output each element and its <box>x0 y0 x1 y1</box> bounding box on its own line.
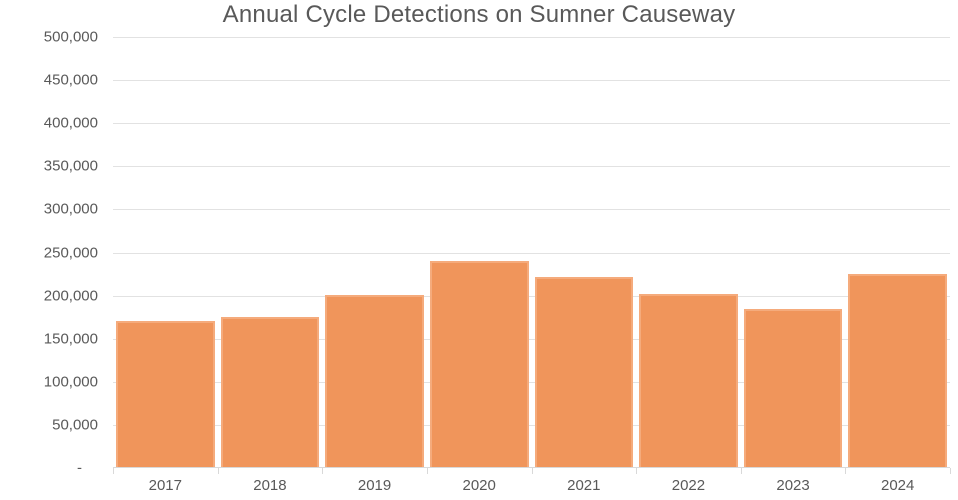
x-axis-tick-mark <box>322 468 324 474</box>
bar-slot-2021 <box>532 37 637 468</box>
gridline <box>113 338 950 340</box>
gridline <box>113 252 950 254</box>
x-axis-tick-mark <box>113 468 114 474</box>
x-axis-tick-mark <box>845 468 847 474</box>
bar-2017 <box>116 321 215 468</box>
gridline <box>113 381 950 383</box>
x-axis-tick-mark <box>950 468 951 474</box>
y-axis-tick-label: 500,000 <box>43 28 98 46</box>
y-axis-tick-label: 150,000 <box>43 330 98 348</box>
y-axis-tick-label: 300,000 <box>43 200 98 218</box>
y-axis-tick-label: - <box>77 459 82 477</box>
x-axis-tick-label: 2023 <box>776 477 810 494</box>
x-axis-tick-mark <box>636 468 638 474</box>
bar-2018 <box>220 317 320 468</box>
x-axis-tick-label: 2017 <box>148 477 182 494</box>
bar-slot-2020 <box>427 37 532 468</box>
bar-2023 <box>743 309 843 468</box>
gridline <box>113 295 950 297</box>
bar-slot-2017 <box>113 37 218 468</box>
y-axis-tick-label: 450,000 <box>43 71 98 89</box>
x-axis-tick-label: 2022 <box>671 477 706 494</box>
bar-slot-2024 <box>845 37 950 468</box>
x-axis-tick-mark <box>217 468 219 474</box>
y-axis-tick-label: 250,000 <box>43 244 98 261</box>
gridline <box>113 123 950 125</box>
y-axis: 500,000 450,000 400,000 350,000 300,000 250,0… <box>0 29 98 477</box>
bar-slot-2018 <box>218 37 323 468</box>
gridline <box>113 37 950 38</box>
bar-2022 <box>639 293 738 468</box>
bar-2024 <box>848 274 947 468</box>
x-axis-tick-label: 2019 <box>357 477 392 494</box>
y-axis-tick-label: 400,000 <box>43 114 98 132</box>
bar-slot-2019 <box>322 37 427 468</box>
x-axis-tick-mark <box>531 468 533 474</box>
bar-2019 <box>325 294 424 468</box>
bar-2020 <box>429 261 529 468</box>
gridline <box>113 209 950 211</box>
x-axis-tick-label: 2020 <box>462 477 496 494</box>
gridline <box>113 80 950 82</box>
bar-2021 <box>534 276 634 468</box>
x-axis-tick-label: 2018 <box>253 477 287 494</box>
y-axis-tick-label: 200,000 <box>43 287 98 305</box>
gridline <box>113 166 950 168</box>
x-axis-tick-mark <box>426 468 428 474</box>
x-axis-tick-label: 2024 <box>881 477 915 494</box>
x-axis-line <box>113 467 950 468</box>
bar-slot-2023 <box>741 37 846 468</box>
y-axis-tick-label: 50,000 <box>52 416 98 434</box>
chart-title: Annual Cycle Detections on Sumner Causew… <box>222 1 736 28</box>
x-axis: 2017 2018 2019 2020 2021 2022 2023 2024 <box>113 477 950 494</box>
x-axis-tick-label: 2021 <box>567 477 601 494</box>
gridline <box>113 424 950 426</box>
plot-area <box>113 37 951 474</box>
x-axis-tick-mark <box>740 468 742 474</box>
y-axis-tick-label: 350,000 <box>43 157 98 175</box>
bar-series <box>113 37 950 468</box>
y-axis-tick-label: 100,000 <box>43 373 98 391</box>
bar-slot-2022 <box>636 37 741 468</box>
